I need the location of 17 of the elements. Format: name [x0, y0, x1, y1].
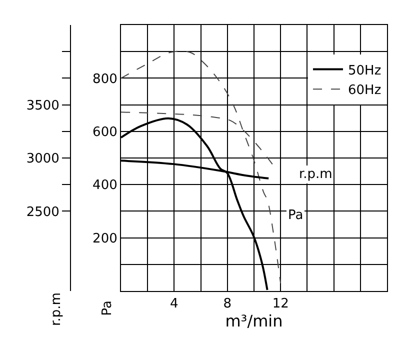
legend-label: 60Hz	[348, 83, 382, 98]
y2-tick-label: 3500	[26, 98, 60, 114]
y2-axis-title: r.p.m	[48, 292, 64, 326]
y-axis-title: Pa	[100, 300, 115, 316]
legend-label: 50Hz	[348, 63, 382, 78]
y-tick-label: 200	[92, 231, 118, 246]
x-axis-title: m³/min	[225, 312, 283, 331]
y2-tick-label: 3000	[26, 152, 60, 167]
y2-tick-label: 2500	[26, 204, 60, 220]
x-tick-label: 8	[223, 296, 232, 312]
y-tick-label: 400	[92, 178, 118, 194]
x-tick-label: 12	[272, 296, 289, 312]
annotation: r.p.m	[299, 167, 332, 182]
y-tick-label: 800	[92, 72, 118, 87]
y-tick-label: 600	[92, 124, 118, 140]
x-tick-label: 4	[170, 296, 178, 312]
annotation: Pa	[288, 208, 304, 223]
